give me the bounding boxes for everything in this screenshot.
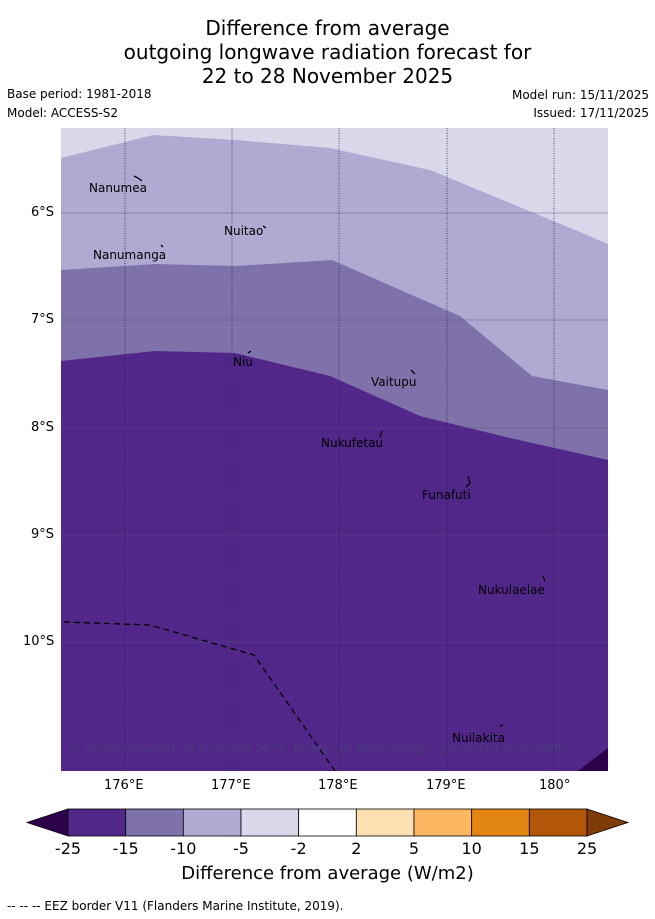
island-nanumanga-mark bbox=[160, 244, 164, 248]
model-run: Model run: 15/11/2025 bbox=[511, 88, 649, 102]
lat-tick-6: 6°S bbox=[31, 205, 55, 220]
island-nukulaelae-mark bbox=[542, 575, 546, 582]
colorbar-level-label: -5 bbox=[233, 839, 249, 858]
colorbar bbox=[25, 808, 630, 837]
colorbar-segment-6 bbox=[413, 808, 473, 837]
copyright-notice: © Commonwealth of Australia 2025, Bureau… bbox=[69, 742, 575, 756]
title-line-3: 22 to 28 November 2025 bbox=[201, 64, 454, 88]
place-label-nuitao: Nuitao bbox=[224, 224, 264, 238]
lon-tick-176: 176°E bbox=[104, 778, 144, 793]
colorbar-level-label: 10 bbox=[461, 839, 482, 858]
place-label-nukulaelae: Nukulaelae bbox=[478, 583, 545, 597]
band-neg-5-2 bbox=[61, 128, 608, 244]
lon-tick-177: 177°E bbox=[211, 778, 251, 793]
title-line-2: outgoing longwave radiation forecast for bbox=[123, 40, 532, 64]
colorbar-level-label: -2 bbox=[290, 839, 307, 858]
colorbar-segment-8 bbox=[528, 808, 588, 837]
place-label-vaitupu: Vaitupu bbox=[371, 375, 417, 389]
colorbar-level-label: -15 bbox=[112, 839, 139, 858]
place-label-nuilakita: Nuilakita bbox=[452, 731, 505, 745]
colorbar-level-label: -25 bbox=[54, 839, 82, 858]
lat-tick-9: 9°S bbox=[31, 527, 55, 542]
issued-date: Issued: 17/11/2025 bbox=[533, 106, 649, 120]
lon-tick-178: 178°E bbox=[318, 778, 358, 793]
place-label-funafuti: Funafuti bbox=[422, 488, 471, 502]
colorbar-level-label: 2 bbox=[351, 839, 362, 858]
place-label-nanumea: Nanumea bbox=[89, 181, 147, 195]
colorbar-segment-7 bbox=[471, 808, 530, 837]
islands bbox=[133, 175, 546, 727]
lon-tick-180: 180° bbox=[539, 778, 571, 793]
island-nanumea-mark bbox=[133, 175, 143, 182]
gridlines-lat bbox=[61, 212, 608, 643]
colorbar-title: Difference from average (W/m2) bbox=[181, 863, 474, 884]
title-line-1: Difference from average bbox=[205, 16, 450, 40]
lat-tick-8: 8°S bbox=[31, 420, 55, 435]
base-period: Base period: 1981-2018 bbox=[7, 87, 152, 101]
model-name: Model: ACCESS-S2 bbox=[7, 106, 119, 120]
colorbar-level-label: 15 bbox=[519, 839, 540, 858]
place-label-niu: Niu bbox=[233, 355, 253, 369]
island-vaitupu-mark bbox=[410, 369, 416, 375]
colorbar-level-label: -10 bbox=[170, 839, 197, 858]
band-low-extend bbox=[578, 748, 608, 771]
lat-tick-7: 7°S bbox=[31, 312, 55, 327]
colorbar-segment-1 bbox=[125, 808, 184, 837]
place-label-nanumanga: Nanumanga bbox=[93, 248, 167, 262]
island-nuitao-mark bbox=[262, 225, 267, 229]
colorbar-segment-5 bbox=[355, 808, 415, 837]
island-nukufetau-mark bbox=[379, 430, 383, 438]
colorbar-segment-4 bbox=[298, 808, 357, 837]
eez-border bbox=[63, 621, 336, 771]
colorbar-level-label: 5 bbox=[408, 839, 420, 858]
gridlines bbox=[124, 128, 555, 771]
colorbar-segment-0 bbox=[67, 808, 127, 837]
island-niu-mark bbox=[247, 350, 252, 354]
island-nuilakita-mark bbox=[499, 724, 504, 727]
eez-legend: -- -- -- EEZ border V11 (Flanders Marine… bbox=[7, 899, 344, 913]
lat-tick-10: 10°S bbox=[23, 634, 55, 649]
colorbar-level-label: 25 bbox=[576, 839, 598, 858]
colorbar-segment-2 bbox=[182, 808, 242, 837]
colorbar-segment-3 bbox=[240, 808, 300, 837]
place-label-nukufetau: Nukufetau bbox=[321, 436, 384, 450]
lon-tick-179: 179°E bbox=[426, 778, 466, 793]
colorbar-extend-high bbox=[586, 808, 630, 837]
island-funafuti-mark bbox=[465, 475, 471, 488]
band-neg-10-5 bbox=[61, 128, 608, 390]
colorbar-extend-low bbox=[25, 808, 69, 837]
